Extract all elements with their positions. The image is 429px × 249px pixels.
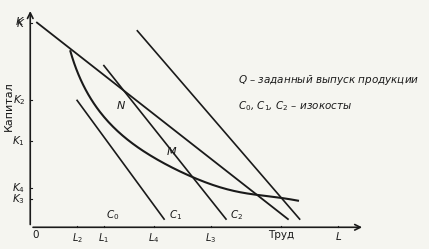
Text: $K_3$: $K_3$ [12, 192, 25, 205]
Text: 0: 0 [32, 230, 39, 240]
Text: $L$: $L$ [335, 230, 342, 242]
Text: $Q$ – заданный выпуск продукции: $Q$ – заданный выпуск продукции [238, 73, 419, 87]
Text: $M$: $M$ [166, 145, 177, 157]
Text: $K$: $K$ [16, 17, 25, 29]
Text: $L_2$: $L_2$ [72, 231, 83, 245]
Text: $C_2$: $C_2$ [230, 208, 243, 222]
Text: $K$: $K$ [15, 14, 25, 27]
Text: Капитал: Капитал [3, 82, 13, 131]
Text: $C_1$: $C_1$ [169, 208, 182, 222]
Text: $L_1$: $L_1$ [98, 231, 109, 245]
Text: $K_2$: $K_2$ [12, 93, 25, 107]
Text: $L_4$: $L_4$ [148, 231, 160, 245]
Text: $N$: $N$ [115, 99, 126, 111]
Text: $C_0$, $C_1$, $C_2$ – изокосты: $C_0$, $C_1$, $C_2$ – изокосты [238, 100, 352, 113]
Text: $C_0$: $C_0$ [106, 208, 119, 222]
Text: $K_4$: $K_4$ [12, 182, 25, 195]
Text: $K_1$: $K_1$ [12, 134, 25, 148]
Text: Труд: Труд [268, 230, 294, 240]
Text: $L_3$: $L_3$ [205, 231, 217, 245]
